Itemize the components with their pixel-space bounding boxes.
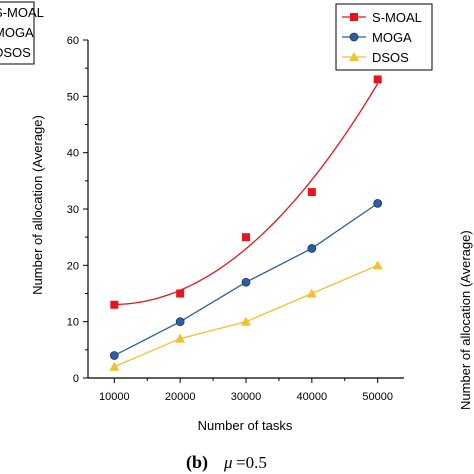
data-point (306, 288, 317, 298)
x-tick-label: 10000 (99, 391, 130, 403)
data-point (175, 333, 186, 343)
data-point (242, 233, 250, 242)
axes (87, 40, 404, 379)
series-s-moal (110, 75, 382, 309)
y-tick-label: 10 (67, 317, 79, 329)
data-point (350, 13, 358, 21)
x-tick-label: 50000 (362, 391, 393, 403)
caption-label: (b) (186, 452, 208, 473)
data-point (349, 52, 359, 61)
data-point (307, 188, 316, 197)
data-point (373, 198, 383, 208)
data-point (175, 317, 185, 327)
left-legend-item-2: MOGA (0, 25, 34, 40)
legend-item-moga: MOGA (342, 30, 412, 45)
y-tick-label: 30 (67, 204, 79, 216)
y-tick-label: 60 (67, 35, 79, 47)
legend-item-s-moal: S-MOAL (342, 10, 422, 25)
y-tick-label: 0 (73, 373, 79, 385)
data-point (109, 351, 119, 360)
data-point (110, 300, 119, 309)
data-point (307, 244, 317, 253)
legend: S-MOAL MOGA DSOS (335, 3, 433, 71)
y-axis-ticks: 0 10 20 30 40 50 60 (67, 35, 88, 385)
x-tick-label: 20000 (165, 391, 196, 403)
caption-value: =0.5 (236, 453, 267, 472)
legend-label: S-MOAL (372, 10, 422, 25)
caption: (b) μ =0.5 (186, 452, 267, 473)
y-tick-label: 50 (67, 91, 79, 103)
data-point (349, 32, 359, 42)
y-tick-label: 20 (67, 260, 79, 272)
data-point (241, 316, 251, 326)
series-layer (109, 75, 383, 371)
data-point (109, 361, 120, 371)
series-dsos (109, 260, 383, 371)
legend-label: MOGA (372, 30, 412, 45)
x-tick-label: 40000 (297, 391, 328, 403)
data-point (241, 277, 251, 287)
data-point (372, 260, 383, 270)
y-tick-label: 40 (67, 148, 79, 160)
legend-item-dsos: DSOS (342, 50, 409, 65)
series-moga (109, 198, 383, 360)
x-tick-label: 30000 (231, 391, 262, 403)
x-axis-ticks: 10000 20000 30000 40000 50000 (99, 378, 393, 403)
legend-label: DSOS (372, 50, 409, 65)
right-cropped-ylabel: Number of allocation (Average) (458, 230, 473, 410)
left-legend-item-3: DSOS (0, 45, 31, 60)
series-line (114, 83, 379, 306)
y-axis-title: Number of allocation (Average) (30, 115, 45, 295)
caption-symbol: μ (223, 453, 233, 472)
left-legend-item-1: S-MOAL (0, 5, 44, 20)
data-point (176, 289, 185, 298)
data-point (373, 75, 382, 84)
left-cropped-legend: S-MOAL MOGA DSOS (0, 1, 44, 65)
x-axis-title: Number of tasks (198, 418, 293, 433)
